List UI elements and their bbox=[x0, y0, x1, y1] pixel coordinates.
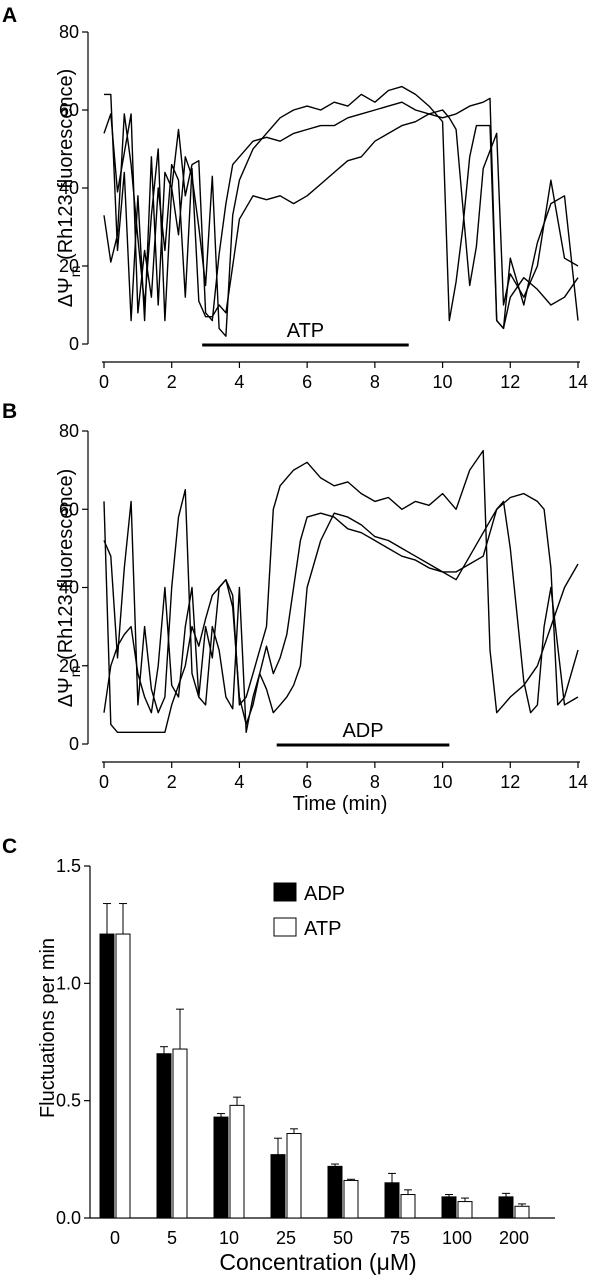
bar-adp bbox=[327, 1165, 343, 1219]
bar-atp bbox=[286, 1133, 302, 1219]
x-tick-label: 100 bbox=[442, 1228, 472, 1248]
x-tick-label: 10 bbox=[433, 372, 453, 392]
bar-adp bbox=[99, 933, 115, 1219]
legend-swatch-adp bbox=[273, 882, 297, 902]
x-tick-label: 2 bbox=[167, 372, 177, 392]
x-tick-label: 4 bbox=[234, 772, 244, 792]
panel-c-legend: ADP ATP bbox=[273, 882, 345, 940]
legend-label-adp: ADP bbox=[304, 883, 345, 905]
panel-c-axes: 0.0 0.5 1.0 1.5 0 5 10 25 50 75 100 200 bbox=[56, 856, 555, 1248]
legend-label-atp: ATP bbox=[304, 918, 341, 940]
y-tick-label: 60 bbox=[59, 100, 79, 120]
x-tick-label: 14 bbox=[568, 772, 588, 792]
bar-atp bbox=[229, 1104, 245, 1219]
y-tick-label: 1.5 bbox=[56, 856, 81, 876]
trace-1 bbox=[104, 93, 579, 330]
panel-c-bars bbox=[99, 903, 530, 1219]
panel-b-letter: B bbox=[2, 400, 17, 423]
bar-atp bbox=[514, 1205, 530, 1219]
x-tick-label: 0 bbox=[110, 1228, 120, 1248]
panel-b-axes: 0 2 4 6 8 10 12 14 0 20 40 60 80 bbox=[59, 421, 588, 792]
trace-2 bbox=[103, 489, 579, 733]
bar-atp bbox=[457, 1201, 473, 1219]
trace-2 bbox=[103, 85, 579, 337]
y-tick-label: 80 bbox=[59, 22, 79, 42]
panel-a-traces bbox=[103, 85, 579, 337]
bar-atp bbox=[115, 933, 131, 1219]
panel-b-xlabel: Time (min) bbox=[293, 793, 388, 815]
panel-a-letter: A bbox=[2, 4, 17, 27]
y-tick-label: 0 bbox=[69, 734, 79, 754]
bar-adp bbox=[270, 1154, 286, 1219]
trace-3 bbox=[103, 109, 579, 318]
x-tick-label: 14 bbox=[568, 372, 588, 392]
bar-atp bbox=[172, 1048, 188, 1219]
x-tick-label: 4 bbox=[234, 372, 244, 392]
atp-bar-label: ATP bbox=[287, 320, 324, 342]
y-tick-label: 0 bbox=[69, 334, 79, 354]
panel-b-ylabel: ΔΨm (Rh123 fluorescence) bbox=[55, 469, 83, 708]
y-tick-label: 0.5 bbox=[56, 1091, 81, 1111]
bar-atp bbox=[343, 1179, 359, 1219]
panel-a-ylabel: ΔΨm (Rh123 fluorescence) bbox=[55, 69, 83, 308]
bar-atp bbox=[400, 1194, 416, 1219]
trace-3 bbox=[103, 500, 579, 726]
x-tick-label: 6 bbox=[302, 372, 312, 392]
panel-b: B ΔΨm (Rh123 fluorescence) 0 2 4 6 8 10 12 14 0 2… bbox=[2, 400, 588, 815]
bar-adp bbox=[498, 1196, 514, 1219]
bar-adp bbox=[384, 1182, 400, 1219]
panel-c-letter: C bbox=[2, 835, 17, 858]
x-tick-label: 6 bbox=[302, 772, 312, 792]
x-tick-label: 200 bbox=[499, 1228, 529, 1248]
panel-c-xlabel: Concentration (μM) bbox=[219, 1249, 416, 1275]
panel-c-ylabel: Fluctuations per min bbox=[37, 938, 59, 1118]
x-tick-label: 2 bbox=[167, 772, 177, 792]
x-tick-label: 75 bbox=[390, 1228, 410, 1248]
y-tick-label: 60 bbox=[59, 499, 79, 519]
x-tick-label: 12 bbox=[500, 772, 520, 792]
y-tick-label: 20 bbox=[59, 256, 79, 276]
panel-b-traces bbox=[103, 449, 579, 733]
y-tick-label: 80 bbox=[59, 421, 79, 441]
panel-a: A ΔΨm (Rh123 fluorescence) 0 2 4 6 8 10 12 14 0 2… bbox=[2, 4, 588, 392]
panel-c: C Fluctuations per min 0.0 0.5 1.0 1.5 0 5 10 2… bbox=[2, 835, 555, 1275]
x-tick-label: 0 bbox=[99, 772, 109, 792]
x-tick-label: 12 bbox=[500, 372, 520, 392]
bar-adp bbox=[441, 1196, 457, 1219]
x-tick-label: 5 bbox=[167, 1228, 177, 1248]
bar-adp bbox=[156, 1053, 172, 1219]
x-tick-label: 50 bbox=[333, 1228, 353, 1248]
y-tick-label: 40 bbox=[59, 178, 79, 198]
bar-adp bbox=[213, 1116, 229, 1219]
panel-a-axes: 0 2 4 6 8 10 12 14 0 20 40 60 80 bbox=[59, 22, 588, 392]
x-tick-label: 8 bbox=[370, 772, 380, 792]
x-tick-label: 25 bbox=[276, 1228, 296, 1248]
y-tick-label: 0.0 bbox=[56, 1208, 81, 1228]
trace-1 bbox=[103, 449, 579, 733]
x-tick-label: 0 bbox=[99, 372, 109, 392]
legend-swatch-atp bbox=[273, 917, 297, 937]
x-tick-label: 10 bbox=[433, 772, 453, 792]
y-tick-label: 40 bbox=[59, 578, 79, 598]
x-tick-label: 8 bbox=[370, 372, 380, 392]
x-tick-label: 10 bbox=[219, 1228, 239, 1248]
y-tick-label: 20 bbox=[59, 656, 79, 676]
y-tick-label: 1.0 bbox=[56, 973, 81, 993]
adp-bar-label: ADP bbox=[342, 720, 383, 742]
